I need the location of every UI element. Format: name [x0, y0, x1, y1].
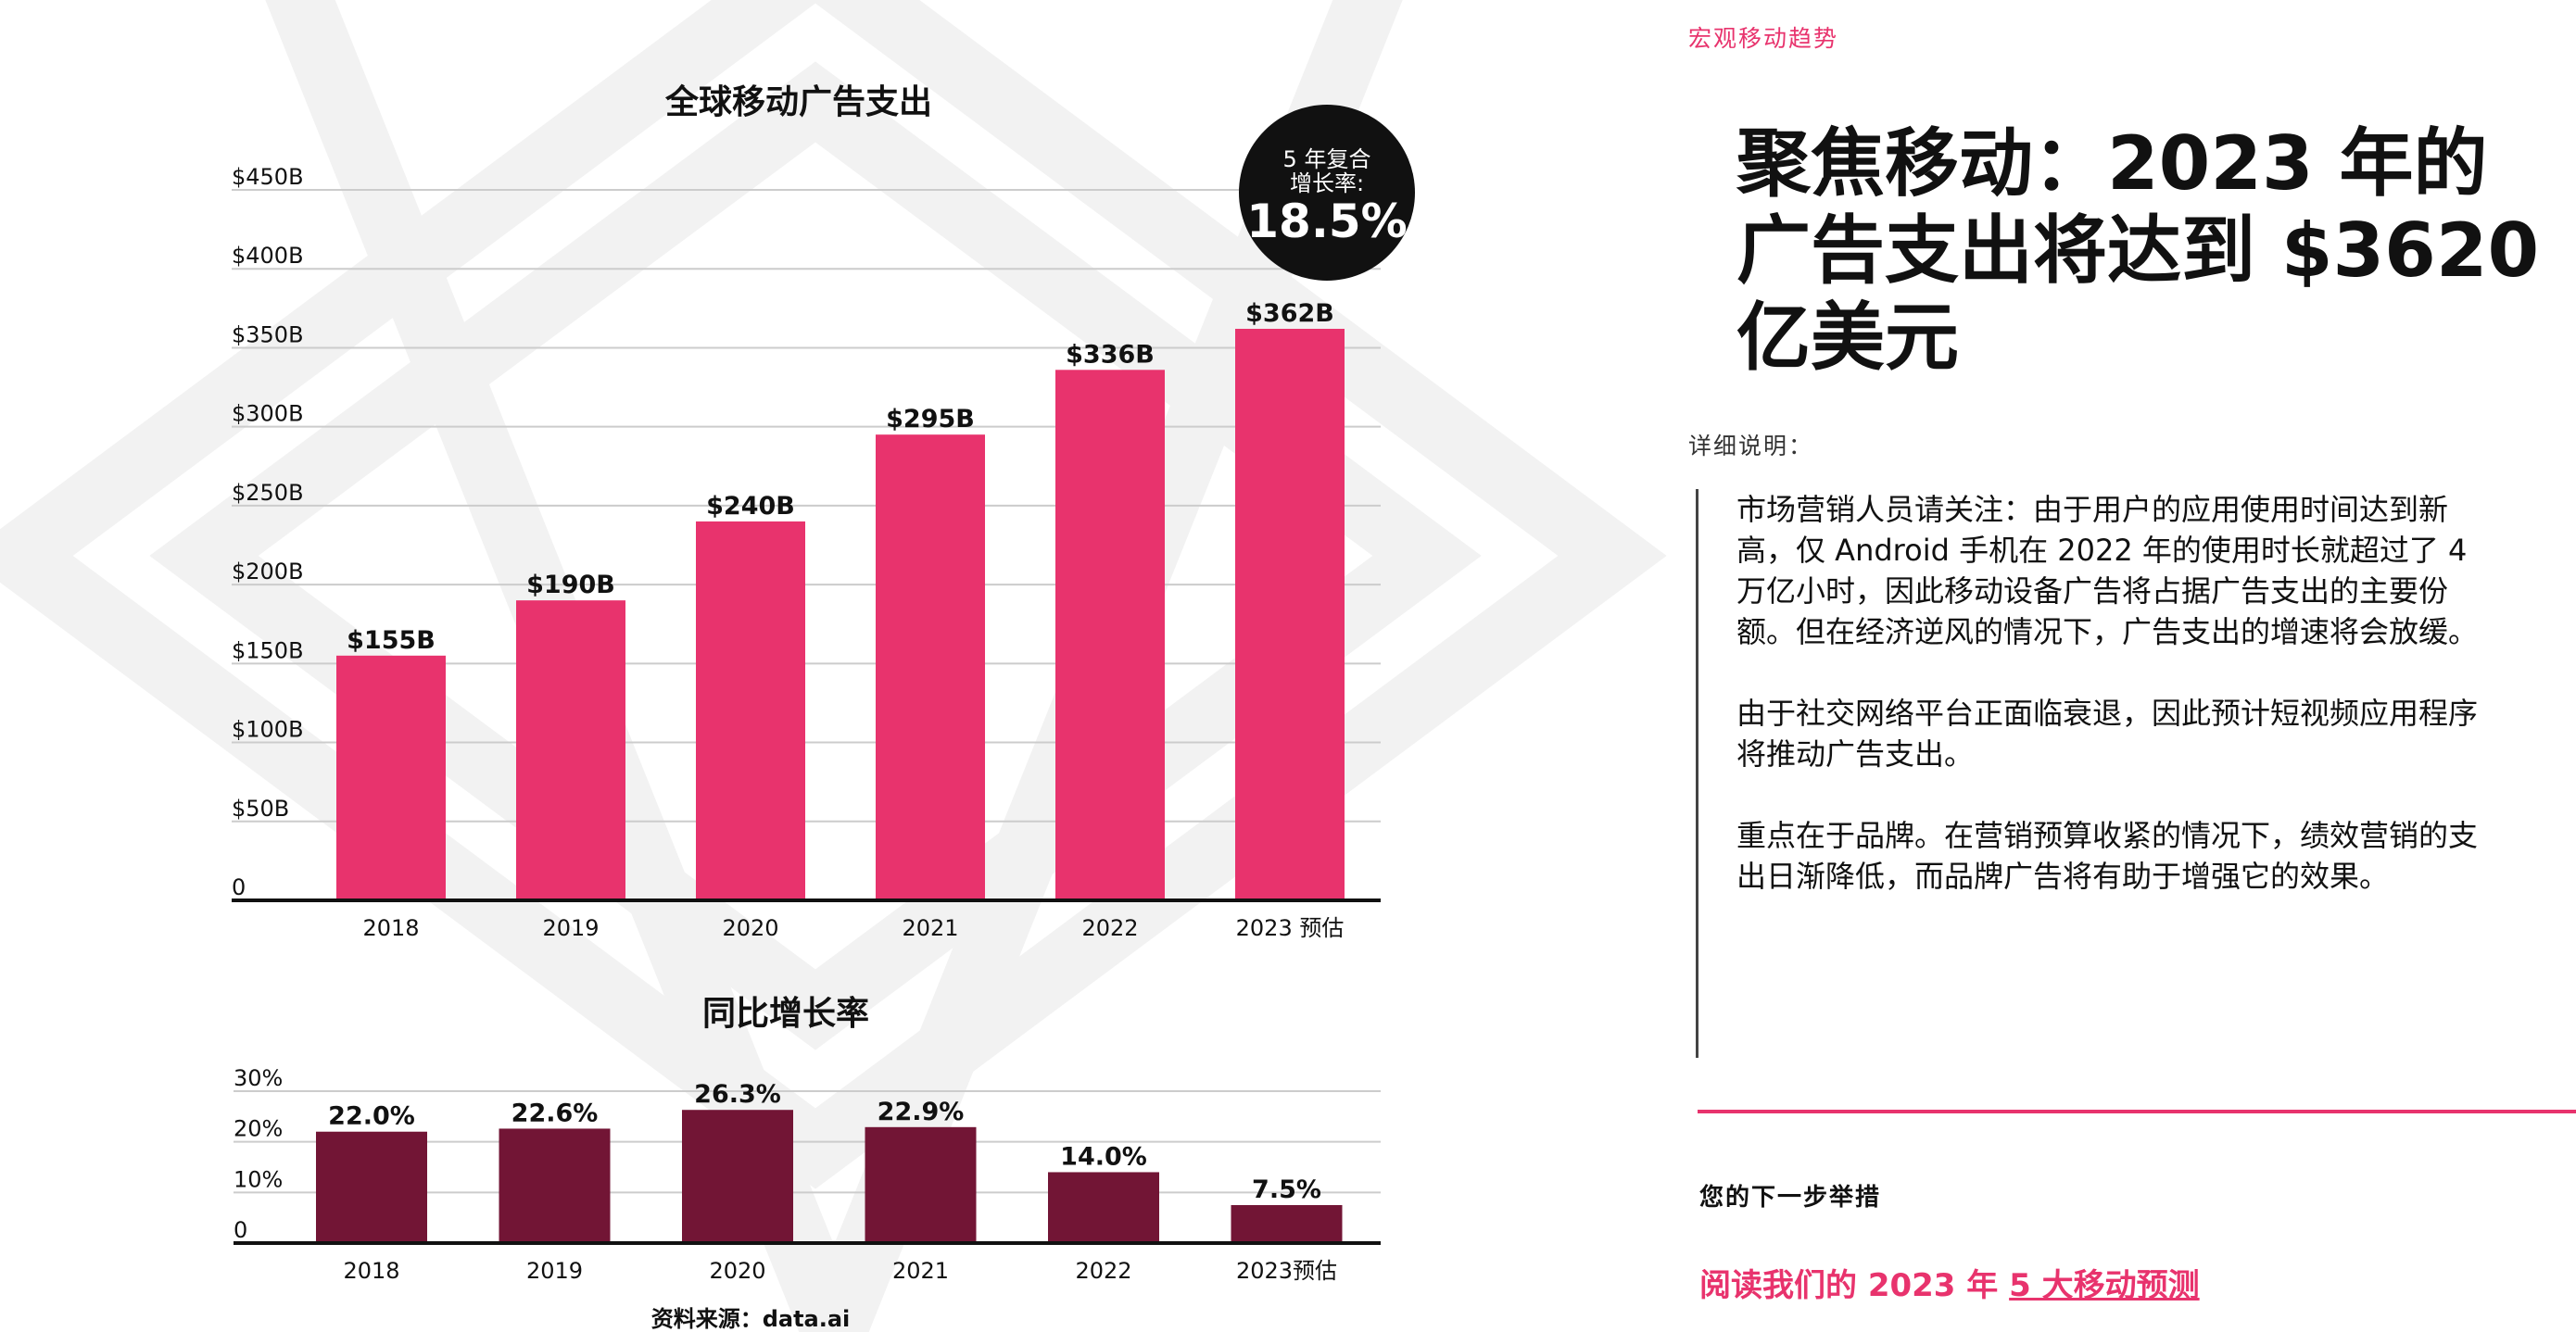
c2-x-tick-label: 2022: [1075, 1258, 1131, 1284]
c1-y-tick-label: $450B: [232, 164, 304, 190]
c1-x-tick-label: 2023 预估: [1236, 915, 1345, 941]
cagr-badge-line2: 增长率:: [1290, 170, 1364, 196]
section-eyebrow: 宏观移动趋势: [1688, 25, 1839, 52]
c1-data-label: $155B: [347, 626, 436, 655]
cagr-badge-circle: [1239, 105, 1415, 281]
c1-data-label: $295B: [886, 405, 975, 434]
c1-y-tick-label: $50B: [232, 796, 289, 822]
details-label: 详细说明：: [1688, 433, 1814, 459]
chart1-gridlines: [232, 189, 1381, 823]
c1-y-tick-label: $400B: [232, 243, 304, 269]
c2-bar: [682, 1110, 793, 1243]
next-step-label: 您的下一步举措: [1699, 1184, 1882, 1212]
cagr-badge-line1: 5 年复合: [1283, 146, 1371, 172]
c2-data-label: 22.6%: [511, 1099, 599, 1127]
chart2-y-axis-labels: 0 10% 20% 30%: [234, 1065, 283, 1243]
c1-bar: [876, 434, 985, 900]
c1-x-tick-label: 2021: [902, 915, 958, 941]
chart1-y-axis-labels: 0 $50B $100B $150B $200B $250B $300B $350B $400B…: [232, 164, 304, 900]
background-watermark: [0, 0, 1667, 1332]
c1-bar: [1055, 370, 1165, 901]
c2-bar: [865, 1126, 977, 1243]
c1-data-label: $240B: [706, 492, 795, 521]
c1-x-tick-label: 2020: [722, 915, 778, 941]
c2-bar: [1231, 1205, 1343, 1243]
c1-x-tick-label: 2019: [542, 915, 599, 941]
c1-data-label: $190B: [526, 571, 615, 599]
body-paragraph: 由于社交网络平台正面临衰退，因此预计短视频应用程序将推动广告支出。: [1736, 696, 2479, 772]
chart1-x-axis-labels: 2018 2019 2020 2021 2022 2023 预估: [362, 915, 1344, 941]
chart1-data-labels: $155B $190B $240B $295B $336B $362B: [347, 299, 1334, 655]
c1-bar: [696, 521, 805, 900]
c1-x-tick-label: 2018: [362, 915, 419, 941]
c2-y-tick-label: 30%: [234, 1065, 283, 1091]
chart2-bars: [316, 1110, 1343, 1243]
c1-data-label: $362B: [1245, 299, 1334, 328]
cta-line: 阅读我们的 2023 年 5 大移动预测: [1699, 1260, 2200, 1305]
cagr-badge-value: 18.5%: [1246, 195, 1407, 248]
chart2-x-axis-labels: 2018 2019 2020 2021 2022 2023预估: [343, 1258, 1337, 1284]
c2-data-label: 22.0%: [328, 1102, 415, 1131]
chart1-title: 全球移动广告支出: [664, 82, 932, 121]
c1-x-tick-label: 2022: [1081, 915, 1138, 941]
c2-bar: [316, 1131, 427, 1243]
section-divider: [1698, 1110, 2576, 1113]
quote-bar: [1696, 489, 1698, 1058]
c1-y-tick-label: $200B: [232, 559, 304, 584]
body-paragraph: 重点在于品牌。在营销预算收紧的情况下，绩效营销的支出日渐降低，而品牌广告将有助于…: [1736, 818, 2479, 894]
c1-y-tick-label: $350B: [232, 321, 304, 347]
cagr-badge: 5 年复合 增长率: 18.5%: [1239, 105, 1415, 281]
c2-x-tick-label: 2021: [892, 1258, 949, 1284]
cta-prefix: 阅读我们的 2023 年: [1699, 1267, 2010, 1304]
page-headline: 聚焦移动：2023 年的广告支出将达到 $3620 亿美元: [1736, 120, 2540, 381]
c2-x-tick-label: 2018: [343, 1258, 399, 1284]
predictions-link[interactable]: 5 大移动预测: [2009, 1267, 2200, 1304]
c1-data-label: $336B: [1066, 340, 1155, 369]
c2-y-tick-label: 0: [234, 1217, 247, 1243]
c2-y-tick-label: 10%: [234, 1166, 283, 1192]
c1-y-tick-label: $250B: [232, 480, 304, 506]
chart-area: 全球移动广告支出 0 $50B $100B $150B $200B $250B $300B $…: [232, 82, 1415, 1332]
c2-x-tick-label: 2019: [526, 1258, 583, 1284]
c1-y-tick-label: $100B: [232, 717, 304, 743]
chart2-data-labels: 22.0% 22.6% 26.3% 22.9% 14.0% 7.5%: [328, 1080, 1321, 1204]
chart1-bars: [336, 328, 1345, 901]
c1-bar: [336, 655, 446, 900]
c2-y-tick-label: 20%: [234, 1116, 283, 1142]
chart2-title: 同比增长率: [702, 995, 869, 1033]
c2-data-label: 7.5%: [1252, 1175, 1321, 1204]
c2-bar: [499, 1128, 611, 1243]
c1-y-tick-label: 0: [232, 874, 246, 900]
c2-x-tick-label: 2020: [709, 1258, 765, 1284]
c2-data-label: 26.3%: [694, 1080, 781, 1109]
source-note: 资料来源：data.ai: [651, 1306, 851, 1332]
c2-data-label: 22.9%: [878, 1098, 965, 1126]
c1-y-tick-label: $300B: [232, 401, 304, 427]
c1-y-tick-label: $150B: [232, 637, 304, 663]
c1-bar: [516, 600, 625, 900]
c2-data-label: 14.0%: [1060, 1142, 1147, 1171]
c2-bar: [1048, 1172, 1159, 1243]
body-text: 市场营销人员请关注：由于用户的应用使用时间达到新高，仅 Android 手机在 …: [1736, 489, 2506, 937]
c2-x-tick-label: 2023预估: [1236, 1258, 1337, 1284]
body-paragraph: 市场营销人员请关注：由于用户的应用使用时间达到新高，仅 Android 手机在 …: [1736, 492, 2479, 649]
c1-bar: [1235, 328, 1345, 901]
